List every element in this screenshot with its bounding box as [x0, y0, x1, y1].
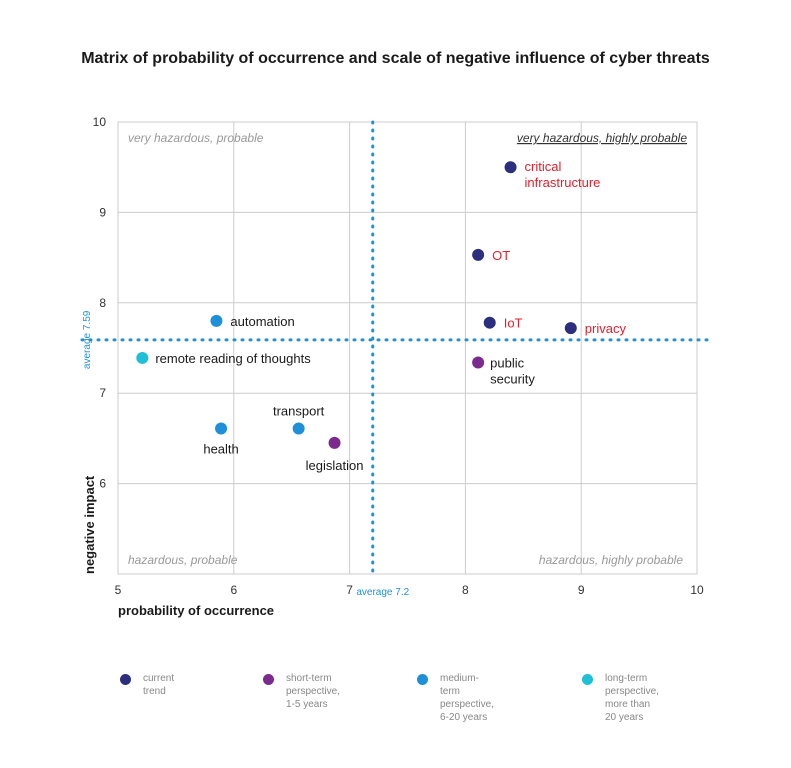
point-remote-reading-of-thoughts — [136, 351, 149, 364]
point-privacy — [564, 322, 577, 335]
point-ot — [472, 248, 485, 261]
point-critical-infrastructure — [504, 161, 517, 174]
average-label-y: average 7.59 — [82, 310, 93, 369]
x-axis-label: probability of occurrence — [118, 603, 274, 618]
point-transport — [292, 422, 305, 435]
x-tick-label-9: 9 — [578, 583, 585, 597]
x-tick-label-8: 8 — [462, 583, 469, 597]
point-label-automation: automation — [230, 314, 294, 329]
point-label-legislation: legislation — [306, 458, 364, 473]
x-tick-label-5: 5 — [115, 583, 122, 597]
legend-label-current-trend: current trend — [143, 673, 175, 697]
x-tick-label-7: 7 — [346, 583, 353, 597]
legend-swatch-current-trend — [120, 674, 131, 685]
x-tick-label-10: 10 — [690, 583, 704, 597]
x-tick-label-6: 6 — [230, 583, 237, 597]
point-label-health: health — [203, 441, 238, 456]
point-health — [215, 422, 228, 435]
legend: current trend short-term perspective, 1-… — [120, 672, 740, 723]
y-tick-label-9: 9 — [99, 205, 106, 219]
average-label-x: average 7.2 — [356, 587, 409, 598]
y-tick-label-8: 8 — [99, 296, 106, 310]
legend-swatch-long-term — [582, 674, 593, 685]
point-legislation — [328, 436, 341, 449]
legend-swatch-medium-term — [417, 674, 428, 685]
quadrant-label-top-right: very hazardous, highly probable — [517, 131, 687, 145]
chart-title: Matrix of probability of occurrence and … — [81, 50, 710, 67]
legend-label-long-term: long-term perspective, more than 20 year… — [605, 673, 659, 723]
point-label-critical-infrastructure: critical infrastructure — [525, 159, 601, 190]
legend-swatch-short-term — [263, 674, 274, 685]
point-label-public-security: public security — [490, 355, 535, 386]
y-tick-label-6: 6 — [99, 477, 106, 491]
point-automation — [210, 314, 223, 327]
point-label-iot: IoT — [504, 316, 523, 331]
y-tick-label-7: 7 — [99, 386, 106, 400]
legend-label-short-term: short-term perspective, 1-5 years — [286, 673, 340, 710]
quadrant-label-bottom-right: hazardous, highly probable — [539, 553, 683, 567]
y-axis-label: negative impact — [82, 475, 97, 574]
point-iot — [483, 316, 496, 329]
point-label-privacy: privacy — [585, 321, 627, 336]
y-tick-label-10: 10 — [93, 115, 107, 129]
point-public-security — [472, 356, 485, 369]
point-label-remote-reading-of-thoughts: remote reading of thoughts — [155, 351, 311, 366]
quadrant-label-bottom-left: hazardous, probable — [128, 553, 238, 567]
legend-label-medium-term: medium-term perspective, 6-20 years — [440, 673, 494, 723]
point-label-ot: OT — [492, 248, 510, 263]
quadrant-label-top-left: very hazardous, probable — [128, 131, 264, 145]
plot-frame — [117, 121, 698, 575]
point-label-transport: transport — [273, 403, 325, 418]
